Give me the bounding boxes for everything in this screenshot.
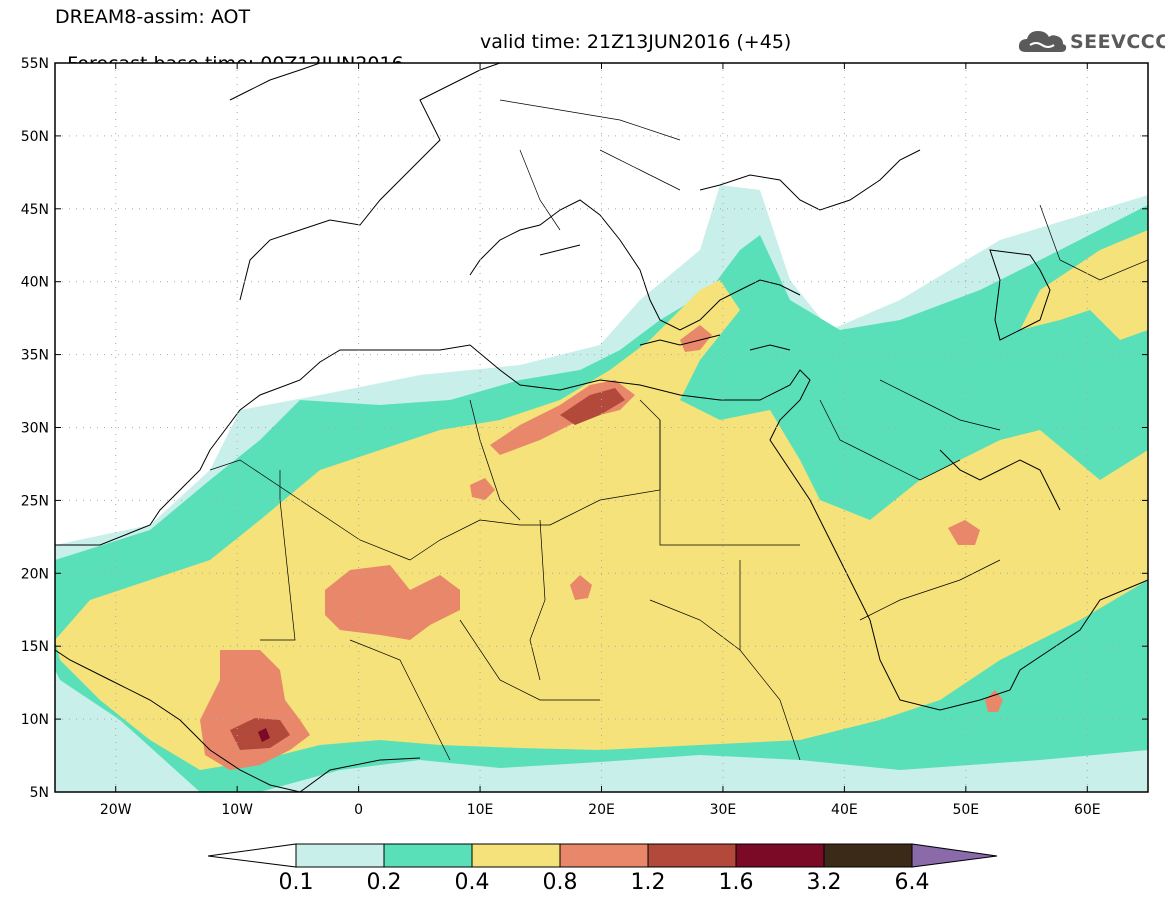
lat-label: 35N	[21, 348, 49, 364]
lon-label: 60E	[1074, 802, 1101, 818]
aot-level-1-2-libya	[560, 388, 625, 425]
lat-label: 45N	[21, 202, 49, 218]
colorbar-segment	[207, 843, 297, 868]
aot-level-0-4-ne	[1020, 230, 1148, 340]
lat-label: 10N	[21, 712, 49, 728]
colorbar-label: 6.4	[894, 870, 930, 895]
cloud-icon	[1018, 31, 1067, 52]
colorbar	[207, 843, 998, 868]
lat-label: 25N	[21, 493, 49, 509]
lat-label: 55N	[21, 56, 49, 72]
aot-level-0-8-crete	[680, 325, 712, 352]
colorbar-segment	[383, 843, 473, 868]
seevccc-logo: SEEVCCC	[1018, 26, 1165, 56]
lon-label: 0	[354, 802, 363, 818]
gridlines	[55, 63, 1148, 792]
aot-level-0-8-somalia	[985, 690, 1003, 712]
lon-label: 20W	[100, 802, 132, 818]
aot-level-0-8-arabia	[948, 520, 980, 545]
colorbar-segment	[735, 843, 825, 868]
aot-level-1-6	[258, 728, 270, 742]
logo-text: SEEVCCC	[1070, 31, 1165, 53]
longitude-labels: 20W 10W 0 10E 20E 30E 40E 50E 60E	[100, 802, 1101, 818]
colorbar-label: 1.6	[718, 870, 754, 895]
lat-label: 20N	[21, 566, 49, 582]
colorbar-segment	[295, 843, 385, 868]
colorbar-segment	[471, 843, 561, 868]
colorbar-segment	[911, 843, 998, 868]
latitude-labels: 55N 50N 45N 40N 35N 30N 25N 20N 15N 10N …	[21, 56, 49, 801]
map-title: DREAM8-assim: AOT	[55, 6, 251, 28]
lat-label: 5N	[30, 785, 49, 801]
colorbar-label: 1.2	[630, 870, 666, 895]
lat-label: 30N	[21, 421, 49, 437]
lon-label: 10E	[467, 802, 494, 818]
lon-label: 10W	[221, 802, 253, 818]
colorbar-label: 0.4	[454, 870, 490, 895]
aot-level-0-8-spot2	[570, 575, 592, 600]
colorbar-label: 3.2	[806, 870, 842, 895]
lon-label: 40E	[831, 802, 858, 818]
colorbar-segment	[647, 843, 737, 868]
colorbar-segment	[559, 843, 649, 868]
colorbar-label: 0.1	[278, 870, 314, 895]
coastlines	[55, 63, 1148, 792]
colorbar-label: 0.8	[542, 870, 578, 895]
borders	[209, 99, 1148, 761]
valid-time: valid time: 21Z13JUN2016 (+45)	[480, 31, 792, 53]
lat-label: 15N	[21, 639, 49, 655]
lat-label: 40N	[21, 275, 49, 291]
colorbar-label: 0.2	[366, 870, 402, 895]
lon-label: 50E	[952, 802, 979, 818]
lat-label: 50N	[21, 129, 49, 145]
aot-level-0-8-west-africa	[200, 650, 310, 770]
aot-level-0-8-sahel	[325, 565, 460, 640]
lon-label: 30E	[710, 802, 737, 818]
lon-label: 20E	[588, 802, 615, 818]
axis-ticks	[55, 62, 1148, 793]
aot-level-0-8-spot	[470, 478, 495, 500]
colorbar-segment	[823, 843, 913, 868]
